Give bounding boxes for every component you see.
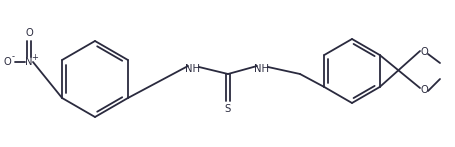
Text: O: O bbox=[419, 85, 427, 95]
Text: O: O bbox=[419, 47, 427, 57]
Text: S: S bbox=[224, 104, 231, 114]
Text: O: O bbox=[3, 57, 11, 67]
Text: +: + bbox=[31, 52, 38, 61]
Text: O: O bbox=[25, 28, 33, 38]
Text: N: N bbox=[25, 57, 33, 67]
Text: NH: NH bbox=[185, 64, 200, 74]
Text: NH: NH bbox=[254, 64, 269, 74]
Text: -: - bbox=[11, 52, 15, 61]
